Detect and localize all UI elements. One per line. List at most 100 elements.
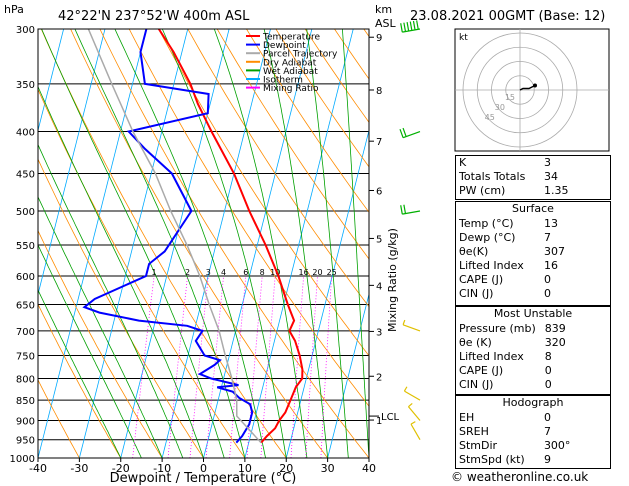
dry-adiabat-line xyxy=(275,29,369,168)
table-row: CIN (J) 0 xyxy=(456,378,610,392)
dewpoint-line xyxy=(82,29,254,444)
table-row: PW (cm) 1.35 xyxy=(456,184,610,198)
x-tick-label: 30 xyxy=(321,462,335,475)
pressure-tick-label: 350 xyxy=(16,80,35,91)
mixing-ratio-line xyxy=(132,275,155,458)
pressure-tick-label: 600 xyxy=(16,272,35,283)
km-tick-label: 8 xyxy=(376,86,382,97)
isotherm-line xyxy=(244,29,354,458)
wind-barb-flag xyxy=(400,205,403,215)
index-value: 13 xyxy=(543,217,558,230)
wet-adiabat-line xyxy=(38,195,163,458)
km-tick-label: 2 xyxy=(376,372,382,383)
isotherm-line xyxy=(38,29,147,458)
wind-barb-staff xyxy=(402,210,421,215)
legend-label: Temperature xyxy=(262,33,320,43)
wet-adiabat-line xyxy=(114,29,266,458)
wind-barb-staff xyxy=(410,423,421,441)
isotherm-line xyxy=(327,292,369,458)
pressure-tick-label: 400 xyxy=(16,128,35,139)
wind-barb-flag xyxy=(406,22,410,32)
surface-title: Surface xyxy=(512,202,554,215)
dry-adiabat-line xyxy=(38,88,246,458)
index-label: EH xyxy=(459,411,475,424)
legend-label: Isotherm xyxy=(263,76,303,86)
index-label: CIN (J) xyxy=(459,287,494,300)
km-tick-label: 9 xyxy=(376,33,382,44)
km-tick-label: 7 xyxy=(376,137,382,148)
index-value: 0 xyxy=(543,287,551,300)
isotherm-line xyxy=(120,29,230,458)
hodograph-trace xyxy=(519,84,536,91)
table-row: Lifted Index 16 xyxy=(456,259,610,273)
table-row: Dewp (°C) 7 xyxy=(456,231,610,245)
isotherm-line xyxy=(161,29,271,458)
index-label: Lifted Index xyxy=(459,350,524,363)
index-label: StmDir xyxy=(459,439,498,452)
index-value: 9 xyxy=(543,453,551,466)
table-row: StmSpd (kt) 9 xyxy=(456,453,610,467)
mixing-ratio-line xyxy=(189,275,209,458)
wind-barb-flag xyxy=(399,129,404,138)
table-row: θe(K) 307 xyxy=(456,245,610,259)
hodograph-title: Hodograph xyxy=(502,396,564,409)
index-value: 0 xyxy=(543,273,551,286)
dry-adiabat-line xyxy=(40,29,287,458)
x-axis-label: Dewpoint / Temperature (°C) xyxy=(110,471,297,486)
index-value: 0 xyxy=(544,364,552,377)
hodograph-ring-label: 30 xyxy=(495,103,505,112)
table-row: Temp (°C) 13 xyxy=(456,217,610,231)
dry-adiabat-line xyxy=(38,229,163,458)
wet-adiabat-line xyxy=(213,29,308,458)
most-unstable-box: Most Unstable Pressure (mb) 839 θe (K) 320… xyxy=(455,306,611,395)
datetime-title: 23.08.2021 00GMT (Base: 12) xyxy=(410,9,605,24)
most-unstable-table: Pressure (mb) 839 θe (K) 320 Lifted Index 8… xyxy=(456,322,610,392)
pressure-tick-label: 1000 xyxy=(10,454,35,465)
hodograph-unit-label: kt xyxy=(459,33,468,43)
wind-barb-flag xyxy=(402,127,407,137)
mixing-ratio-line xyxy=(305,275,318,458)
mixing-ratio-label: 10 xyxy=(270,268,280,277)
index-value: 16 xyxy=(543,259,558,272)
dry-adiabat-line xyxy=(158,29,369,357)
index-value: 320 xyxy=(544,336,566,349)
km-tick-label: 4 xyxy=(376,281,382,292)
km-label: km xyxy=(375,3,392,16)
mixing-ratio-label: 3 xyxy=(206,268,211,277)
x-tick-label: -20 xyxy=(112,462,130,475)
x-tick-label: 10 xyxy=(238,462,252,475)
wet-adiabat-line xyxy=(41,29,225,458)
hodograph-ring-label: 15 xyxy=(505,93,515,102)
mixing-ratio-label: 25 xyxy=(327,268,337,277)
wet-adiabat-line xyxy=(38,85,204,458)
dry-adiabat-line xyxy=(216,29,369,260)
temperature-line xyxy=(157,29,304,444)
km-tick-label: 5 xyxy=(376,234,382,245)
index-label: PW (cm) xyxy=(459,184,506,197)
surface-box: Surface Temp (°C) 13 Dewp (°C) 7 θe(K) 307 … xyxy=(455,201,611,306)
wind-barbs xyxy=(399,20,421,441)
index-value: 307 xyxy=(543,245,565,258)
pressure-tick-label: 750 xyxy=(16,351,35,362)
mixing-ratio-label: 4 xyxy=(221,268,226,277)
index-label: θe(K) xyxy=(459,245,489,258)
wind-barb-flag xyxy=(416,20,419,30)
x-tick-label: 40 xyxy=(362,462,376,475)
hodograph-box: Hodograph EH 0 SREH 7 StmDir 300° StmSpd (k… xyxy=(455,395,611,469)
index-label: CIN (J) xyxy=(459,378,494,391)
x-tick-label: 20 xyxy=(279,462,293,475)
wet-adiabat-line xyxy=(342,29,369,458)
profile-lines xyxy=(82,29,304,444)
table-row: EH 0 xyxy=(456,411,610,425)
pressure-tick-label: 450 xyxy=(16,169,35,180)
wind-barb-flag xyxy=(403,386,408,392)
index-value: 7 xyxy=(543,231,551,244)
hodograph-table: EH 0 SREH 7 StmDir 300° StmSpd (kt) 9 xyxy=(456,411,610,467)
mixing-ratio-label: 1 xyxy=(152,268,157,277)
index-value: 8 xyxy=(544,350,552,363)
index-value: 300° xyxy=(543,439,571,452)
